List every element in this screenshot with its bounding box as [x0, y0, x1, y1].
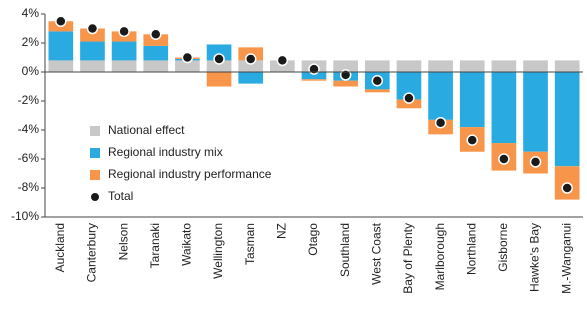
bar-segment: [333, 60, 358, 72]
bar-segment: [206, 44, 232, 61]
bar-segment: [396, 99, 422, 109]
bar-segment: [301, 72, 327, 80]
bar-segment: [428, 72, 453, 120]
bar-segment: [48, 31, 74, 61]
x-tick-label: Bay of Plenty: [401, 223, 415, 294]
legend-swatch: [90, 148, 100, 158]
x-tick-label: Nelson: [116, 223, 130, 260]
x-tick-label: Auckland: [53, 223, 67, 272]
total-dot: [244, 53, 257, 65]
legend-label: Regional industry performance: [108, 167, 272, 181]
total-dot: [561, 182, 573, 194]
legend-swatch: [90, 170, 100, 180]
x-tick-label: M.-Wanganui: [559, 223, 573, 294]
total-dot: [371, 74, 384, 87]
total-dot: [403, 92, 415, 104]
legend-label: National effect: [108, 123, 185, 137]
total-dot: [466, 134, 478, 146]
bar-segment: [333, 80, 358, 87]
x-tick-label: West Coast: [369, 222, 383, 284]
y-tick-label: -6%: [18, 151, 40, 165]
x-tick-label: Wellington: [211, 223, 225, 279]
bar-segment: [270, 60, 295, 72]
legend-swatch: [90, 126, 100, 136]
bar-segment: [554, 60, 580, 72]
total-dot: [118, 25, 130, 38]
y-tick-label: -2%: [18, 93, 40, 107]
x-tick-label: Canterbury: [85, 223, 99, 282]
x-tick-label: Southland: [338, 223, 352, 277]
total-dot: [86, 22, 99, 35]
y-tick-label: -4%: [18, 122, 40, 136]
y-tick-label: -8%: [18, 180, 40, 194]
bar-segment: [523, 72, 548, 152]
x-tick-label: NZ: [275, 223, 289, 239]
legend-label: Total: [108, 189, 133, 203]
total-dot: [529, 156, 542, 168]
bar-segment: [80, 60, 105, 72]
total-dot: [339, 69, 352, 81]
x-tick-label: Taranaki: [148, 223, 162, 268]
x-tick-label: Northland: [464, 223, 478, 275]
y-tick-label: 0%: [22, 64, 40, 78]
bar-segment: [111, 60, 137, 72]
x-tick-label: Waikato: [180, 223, 194, 266]
y-tick-label: 4%: [22, 6, 40, 20]
bar-segment: [396, 60, 422, 72]
bar-segment: [238, 60, 264, 72]
total-dot: [181, 51, 194, 64]
total-dot: [498, 153, 510, 165]
bar-segment: [238, 72, 264, 84]
total-dot: [55, 15, 67, 27]
y-tick-label: -10%: [11, 209, 39, 223]
bar-segment: [48, 60, 74, 72]
bar-segment: [428, 60, 453, 72]
bar-segment: [143, 34, 169, 46]
x-tick-label: Hawke's Bay: [528, 223, 542, 292]
bar-segment: [364, 89, 390, 93]
bar-segment: [364, 60, 390, 72]
bar-segment: [80, 41, 105, 61]
total-dot: [150, 28, 162, 41]
bar-segment: [459, 60, 485, 72]
total-dot: [308, 63, 320, 75]
legend-marker: [91, 193, 99, 201]
legend-label: Regional industry mix: [108, 145, 223, 159]
x-tick-label: Marlborough: [433, 223, 447, 290]
bar-segment: [80, 28, 105, 42]
bar-segment: [206, 72, 232, 87]
bar-segment: [491, 72, 517, 144]
bar-segment: [523, 60, 548, 72]
bar-segment: [491, 60, 517, 72]
total-dot: [434, 117, 447, 129]
x-tick-label: Otago: [306, 223, 320, 256]
bar-segment: [143, 60, 169, 72]
bar-segment: [554, 72, 580, 167]
total-dot: [213, 53, 225, 65]
y-tick-label: 2%: [22, 35, 40, 49]
bar-segment: [301, 79, 327, 81]
bar-segment: [143, 45, 169, 61]
total-dot: [276, 54, 289, 67]
x-tick-label: Gisborne: [496, 223, 510, 272]
bar-segment: [459, 72, 485, 128]
bar-segment: [175, 60, 200, 72]
bar-segment: [111, 41, 137, 61]
bar-segment: [206, 60, 232, 72]
x-tick-label: Tasman: [243, 223, 257, 265]
